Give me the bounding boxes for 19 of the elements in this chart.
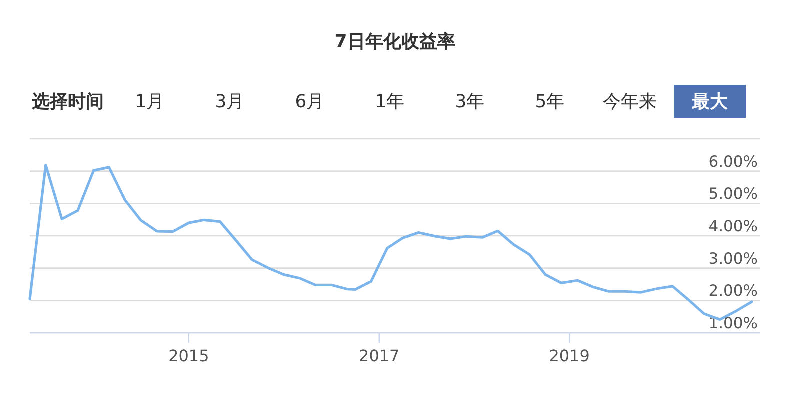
text: 1年: [375, 92, 405, 112]
y-tick-label: 1.00%: [708, 314, 758, 332]
text: 3月: [215, 92, 245, 112]
text: 1月: [135, 92, 165, 112]
y-tick-label: 5.00%: [708, 185, 758, 204]
y-tick-label: 6.00%: [708, 152, 758, 171]
y-tick-label: 4.00%: [708, 218, 758, 236]
text: 5年: [535, 92, 565, 112]
x-tick-label: 2017: [359, 346, 400, 366]
x-tick-label: 2015: [168, 346, 210, 366]
selected-button: 最大: [674, 85, 746, 118]
text: 6月: [295, 92, 325, 112]
text: 今年来: [603, 92, 657, 112]
text: 3年: [455, 92, 485, 112]
y-tick-label: 3.00%: [708, 250, 758, 268]
text: 选择时间: [31, 92, 104, 112]
x-tick-label: 2019: [549, 346, 590, 366]
chart-title: 7日年化收益率: [334, 32, 456, 52]
y-tick-label: 2.00%: [708, 282, 758, 300]
